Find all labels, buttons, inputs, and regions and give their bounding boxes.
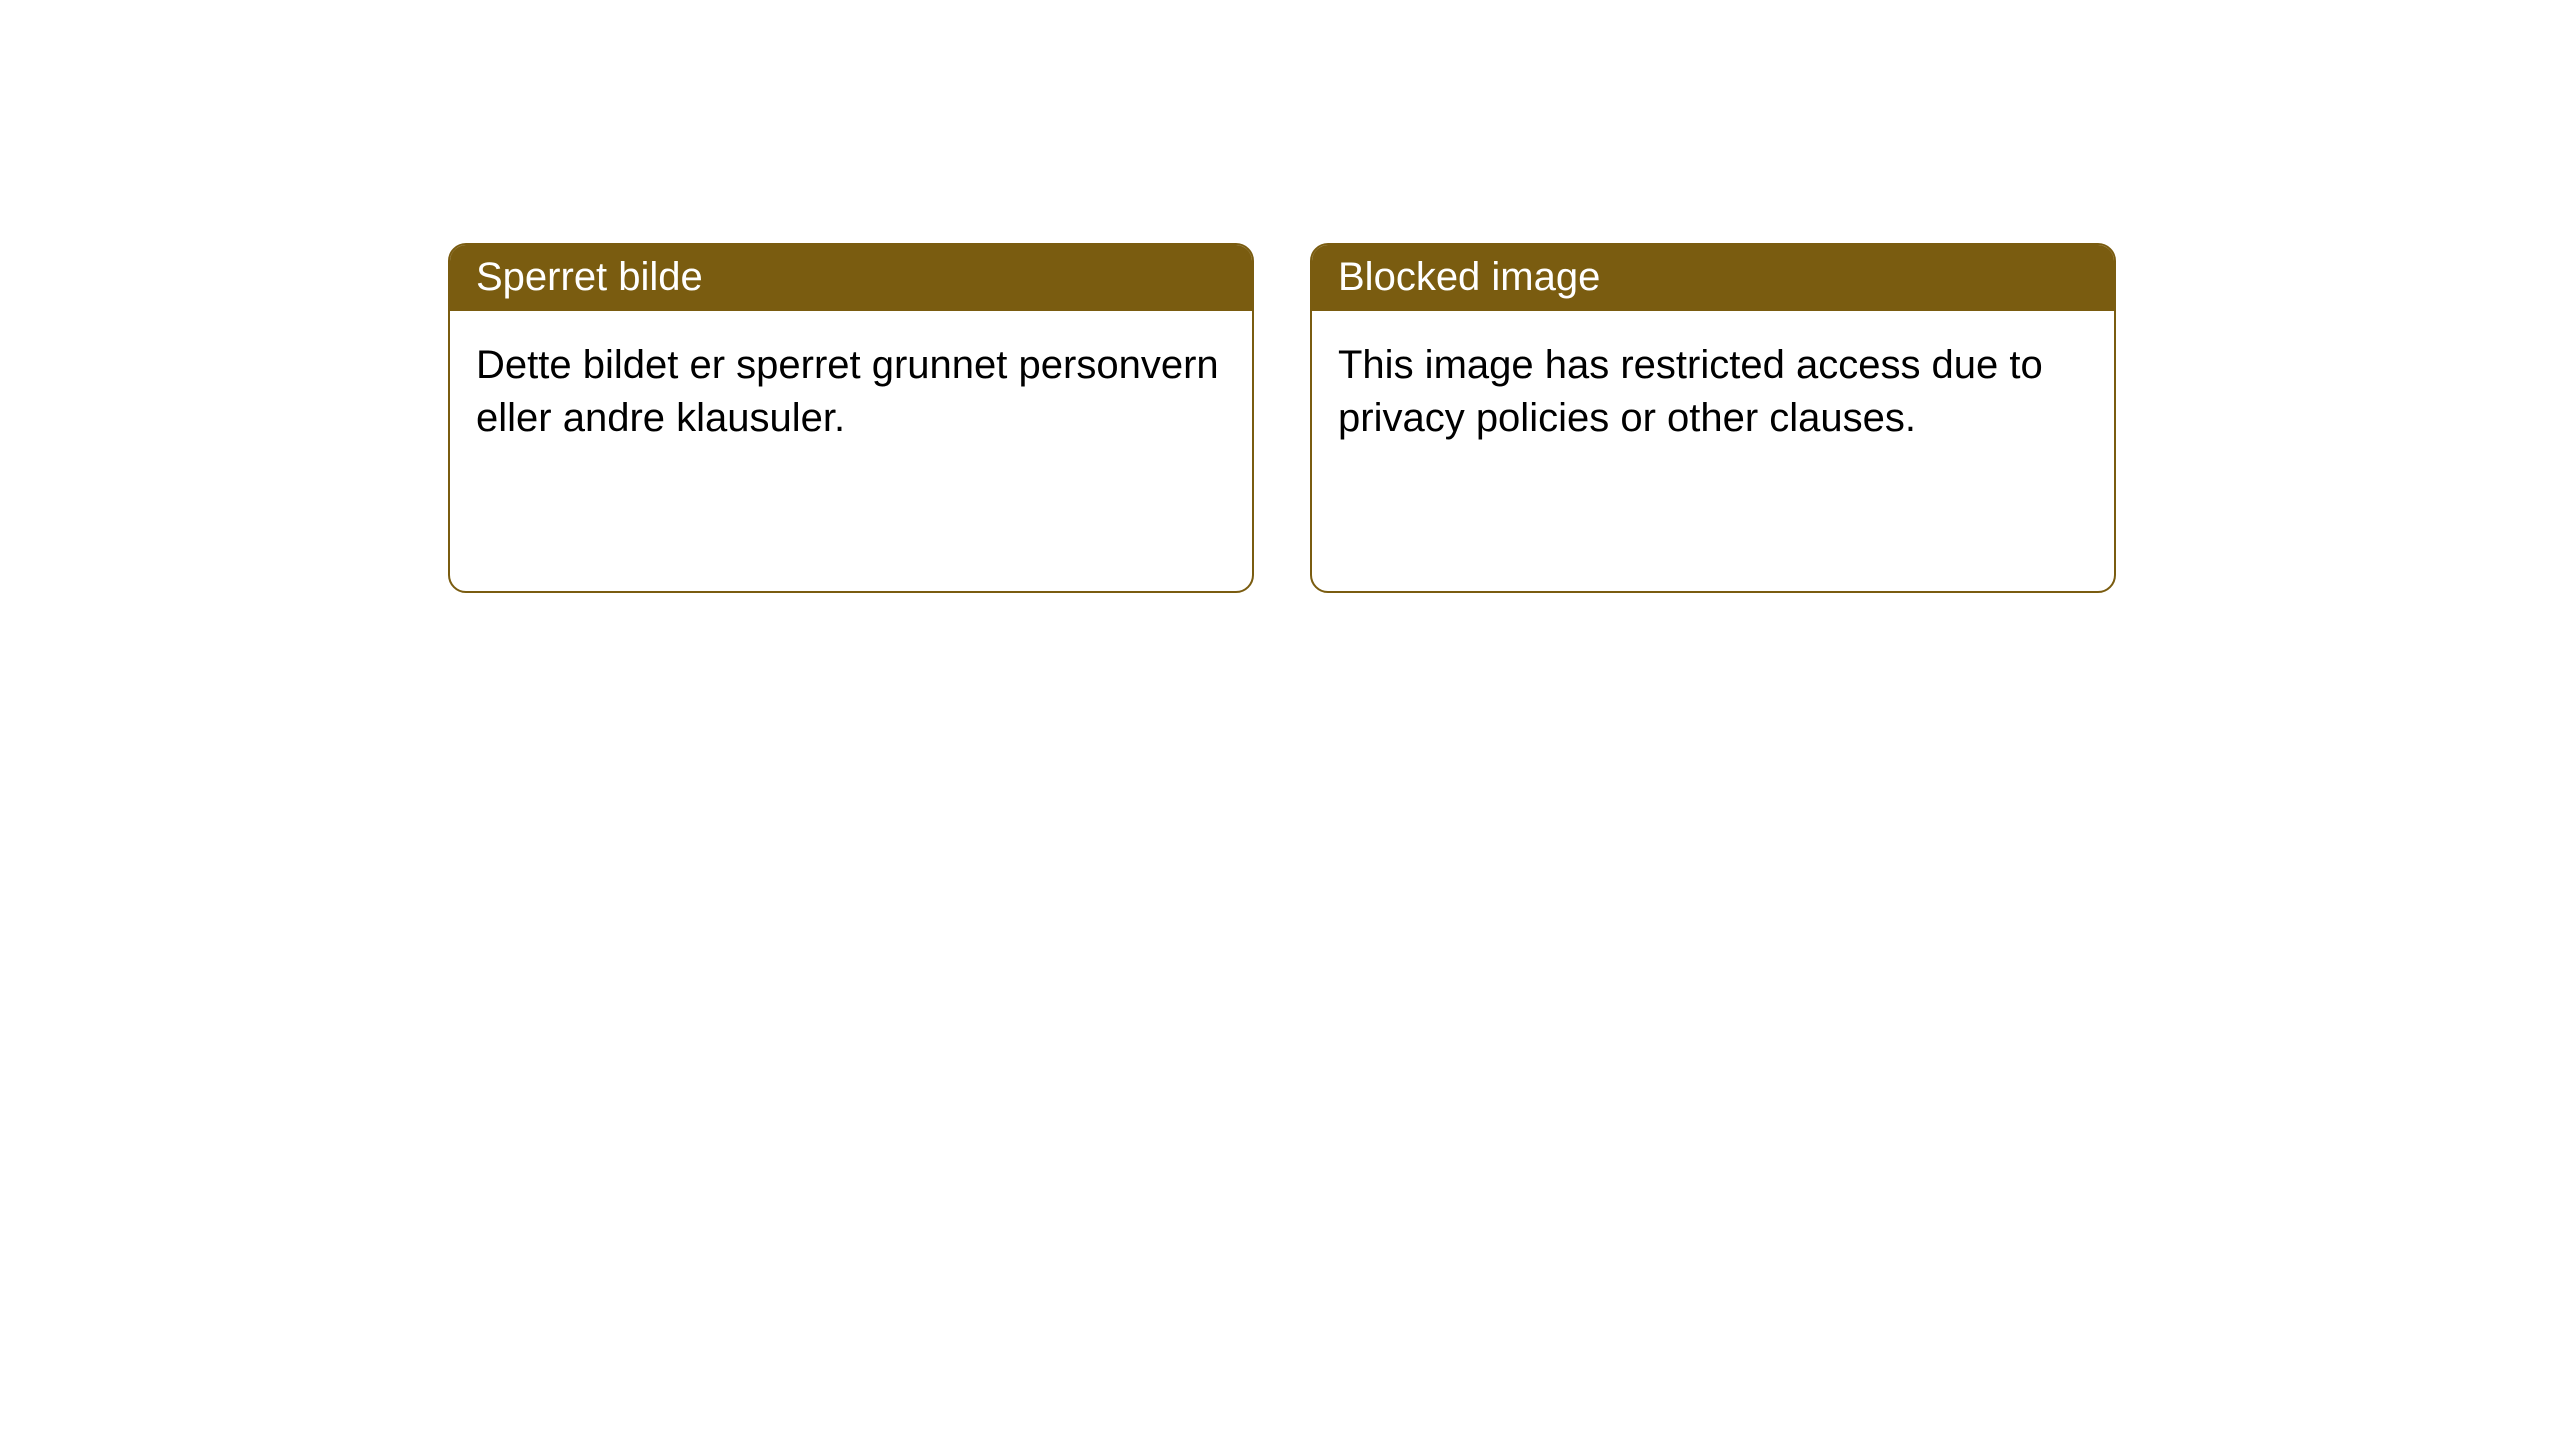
notice-card-title: Sperret bilde	[450, 245, 1252, 311]
notice-card-norwegian: Sperret bilde Dette bildet er sperret gr…	[448, 243, 1254, 593]
notice-cards-container: Sperret bilde Dette bildet er sperret gr…	[0, 0, 2560, 593]
notice-card-english: Blocked image This image has restricted …	[1310, 243, 2116, 593]
notice-card-title: Blocked image	[1312, 245, 2114, 311]
notice-card-body: This image has restricted access due to …	[1312, 311, 2114, 591]
notice-card-body: Dette bildet er sperret grunnet personve…	[450, 311, 1252, 591]
